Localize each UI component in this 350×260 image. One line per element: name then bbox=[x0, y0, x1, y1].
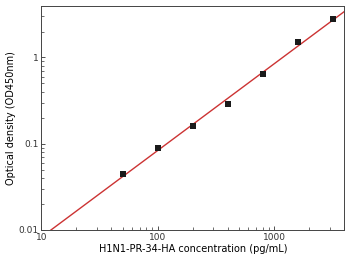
Point bbox=[120, 172, 126, 177]
Point bbox=[330, 17, 336, 21]
Point bbox=[155, 146, 161, 151]
Point bbox=[260, 72, 266, 76]
Point bbox=[190, 124, 196, 128]
Point bbox=[295, 40, 301, 44]
X-axis label: H1N1-PR-34-HA concentration (pg/mL): H1N1-PR-34-HA concentration (pg/mL) bbox=[99, 244, 287, 255]
Point bbox=[225, 102, 231, 106]
Y-axis label: Optical density (OD450nm): Optical density (OD450nm) bbox=[6, 51, 15, 185]
